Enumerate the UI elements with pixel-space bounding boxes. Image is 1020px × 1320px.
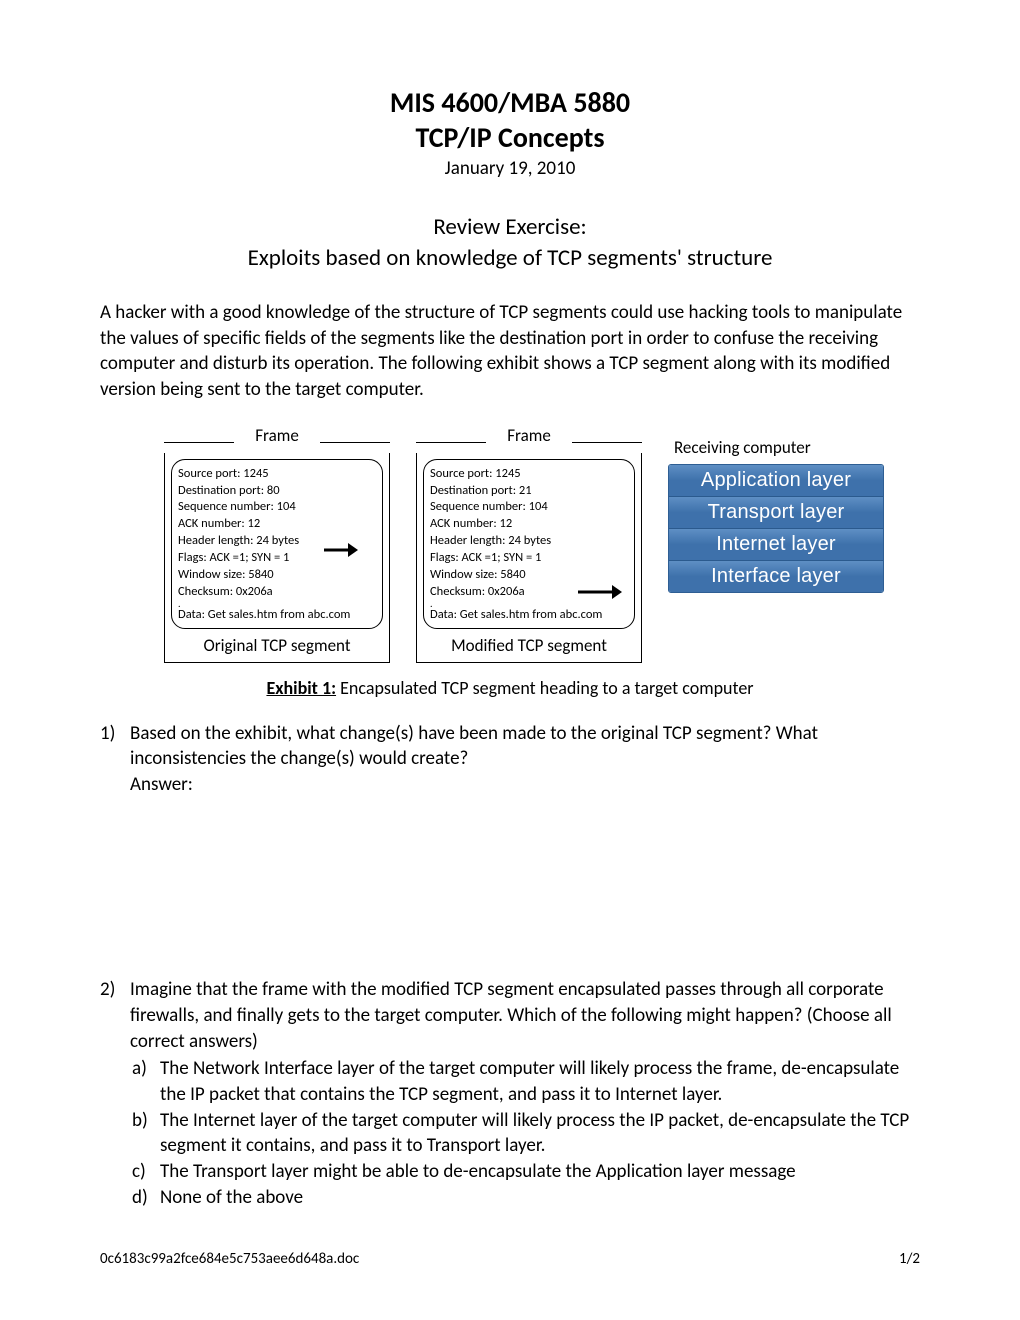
- field-seq: Sequence number: 104: [178, 499, 376, 516]
- q2-text: Imagine that the frame with the modified…: [130, 978, 892, 1052]
- field-ack: ACK number: 12: [430, 516, 628, 533]
- arrow-to-stack-icon: [578, 583, 622, 601]
- frame-rule-right: [320, 442, 390, 443]
- original-caption: Original TCP segment: [171, 629, 383, 660]
- modified-frame-box: Source port: 1245 Destination port: 21 S…: [416, 453, 642, 663]
- q2-option-b: b) The Internet layer of the target comp…: [130, 1108, 920, 1159]
- exhibit-caption: Exhibit 1: Encapsulated TCP segment head…: [100, 677, 920, 699]
- frame-rule-right: [572, 442, 642, 443]
- frame-label-row: Frame: [164, 431, 390, 453]
- exhibit-text: Encapsulated TCP segment heading to a ta…: [336, 677, 754, 699]
- review-heading: Review Exercise: Exploits based on knowl…: [100, 212, 920, 274]
- field-source-port: Source port: 1245: [430, 466, 628, 483]
- layer-internet: Internet layer: [669, 529, 883, 561]
- question-1: 1) Based on the exhibit, what change(s) …: [100, 721, 920, 798]
- q2-option-a: a) The Network Interface layer of the ta…: [130, 1056, 920, 1107]
- frame-label-row: Frame: [416, 431, 642, 453]
- q1-number: 1): [100, 721, 130, 798]
- field-ack: ACK number: 12: [178, 516, 376, 533]
- protocol-stack: Application layer Transport layer Intern…: [668, 464, 884, 593]
- field-flags: Flags: ACK =1; SYN = 1: [430, 550, 628, 567]
- doc-title: TCP/IP Concepts: [100, 120, 920, 155]
- q2-options: a) The Network Interface layer of the ta…: [130, 1056, 920, 1210]
- layer-application: Application layer: [669, 465, 883, 497]
- modified-segment: Source port: 1245 Destination port: 21 S…: [423, 459, 635, 629]
- modified-caption: Modified TCP segment: [423, 629, 635, 660]
- receiving-label: Receiving computer: [668, 437, 884, 458]
- option-letter: d): [130, 1185, 160, 1211]
- option-text: The Internet layer of the target compute…: [160, 1108, 920, 1159]
- review-line: Review Exercise:: [100, 212, 920, 243]
- q1-answer-label: Answer:: [130, 772, 920, 798]
- field-dest-port: Destination port: 21: [430, 483, 628, 500]
- option-letter: c): [130, 1159, 160, 1185]
- q2-option-d: d) None of the above: [130, 1185, 920, 1211]
- intro-paragraph: A hacker with a good knowledge of the st…: [100, 300, 920, 403]
- option-text: The Transport layer might be able to de-…: [160, 1159, 920, 1185]
- footer-page-number: 1/2: [899, 1250, 920, 1268]
- title-block: MIS 4600/MBA 5880 TCP/IP Concepts Januar…: [100, 85, 920, 274]
- doc-date: January 19, 2010: [100, 157, 920, 180]
- exhibit-diagram: Frame Source port: 1245 Destination port…: [100, 431, 920, 663]
- field-source-port: Source port: 1245: [178, 466, 376, 483]
- q2-number: 2): [100, 977, 130, 1210]
- q2-option-c: c) The Transport layer might be able to …: [130, 1159, 920, 1185]
- page-footer: 0c6183c99a2fce684e5c753aee6d648a.doc 1/2: [100, 1250, 920, 1268]
- layer-interface: Interface layer: [669, 561, 883, 592]
- field-dest-port: Destination port: 80: [178, 483, 376, 500]
- receiving-computer-column: Receiving computer Application layer Tra…: [668, 437, 884, 593]
- footer-filename: 0c6183c99a2fce684e5c753aee6d648a.doc: [100, 1250, 359, 1268]
- option-text: The Network Interface layer of the targe…: [160, 1056, 920, 1107]
- q1-body: Based on the exhibit, what change(s) hav…: [130, 721, 920, 798]
- question-2: 2) Imagine that the frame with the modif…: [100, 977, 920, 1210]
- modified-frame-column: Frame Source port: 1245 Destination port…: [416, 431, 642, 663]
- field-data: Data: Get sales.htm from abc.com: [430, 607, 628, 624]
- q2-body: Imagine that the frame with the modified…: [130, 977, 920, 1210]
- field-wsize: Window size: 5840: [178, 567, 376, 584]
- course-code: MIS 4600/MBA 5880: [100, 85, 920, 120]
- document-page: MIS 4600/MBA 5880 TCP/IP Concepts Januar…: [0, 0, 1020, 1320]
- field-wsize: Window size: 5840: [430, 567, 628, 584]
- review-subtitle: Exploits based on knowledge of TCP segme…: [100, 243, 920, 274]
- layer-transport: Transport layer: [669, 497, 883, 529]
- arrow-between-frames-icon: [324, 541, 358, 559]
- exhibit-label: Exhibit 1:: [266, 677, 336, 699]
- option-letter: b): [130, 1108, 160, 1159]
- q1-text: Based on the exhibit, what change(s) hav…: [130, 722, 818, 771]
- field-data: Data: Get sales.htm from abc.com: [178, 607, 376, 624]
- field-checksum: Checksum: 0x206a: [178, 584, 376, 601]
- field-hlen: Header length: 24 bytes: [430, 533, 628, 550]
- field-seq: Sequence number: 104: [430, 499, 628, 516]
- option-letter: a): [130, 1056, 160, 1107]
- option-text: None of the above: [160, 1185, 920, 1211]
